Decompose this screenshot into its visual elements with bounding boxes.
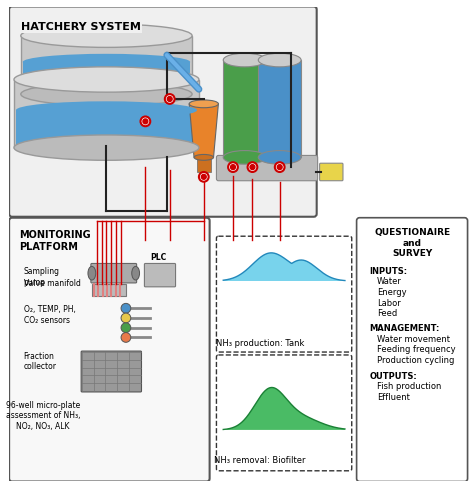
- FancyBboxPatch shape: [319, 163, 343, 181]
- Polygon shape: [14, 80, 199, 148]
- Text: O₂, TEMP, PH,
CO₂ sensors: O₂, TEMP, PH, CO₂ sensors: [24, 305, 75, 325]
- Circle shape: [199, 172, 209, 182]
- FancyBboxPatch shape: [217, 355, 352, 471]
- Text: Valve manifold: Valve manifold: [24, 279, 81, 288]
- Text: INPUTS:: INPUTS:: [369, 267, 407, 276]
- Ellipse shape: [189, 100, 219, 108]
- FancyBboxPatch shape: [81, 351, 142, 392]
- FancyBboxPatch shape: [145, 264, 175, 287]
- Circle shape: [277, 164, 282, 169]
- Circle shape: [143, 119, 148, 124]
- Text: PLC: PLC: [150, 253, 166, 263]
- Polygon shape: [223, 60, 266, 157]
- Text: Effluent: Effluent: [377, 393, 410, 402]
- Ellipse shape: [16, 102, 197, 119]
- Text: 96-well micro-plate
assessment of NH₃,
NO₂, NO₃, ALK: 96-well micro-plate assessment of NH₃, N…: [6, 401, 81, 430]
- FancyBboxPatch shape: [217, 155, 318, 181]
- FancyBboxPatch shape: [9, 218, 210, 482]
- Circle shape: [228, 162, 238, 172]
- Text: Feed: Feed: [377, 309, 397, 318]
- Text: MONITORING
PLATFORM: MONITORING PLATFORM: [19, 230, 91, 252]
- Polygon shape: [23, 62, 190, 94]
- Text: Feeding frequency: Feeding frequency: [377, 345, 456, 354]
- Polygon shape: [21, 36, 192, 94]
- FancyBboxPatch shape: [217, 236, 352, 352]
- Text: Sampling
pump: Sampling pump: [24, 267, 60, 287]
- Ellipse shape: [21, 24, 192, 47]
- Circle shape: [247, 162, 257, 172]
- Ellipse shape: [88, 266, 96, 280]
- Circle shape: [250, 164, 255, 169]
- Polygon shape: [258, 60, 301, 157]
- Text: Production cycling: Production cycling: [377, 356, 455, 365]
- Circle shape: [140, 117, 150, 126]
- Ellipse shape: [258, 53, 301, 67]
- Text: Fish production: Fish production: [377, 382, 441, 391]
- Text: NH₃ production: Tank: NH₃ production: Tank: [216, 339, 304, 348]
- Circle shape: [121, 333, 131, 342]
- Ellipse shape: [223, 151, 266, 164]
- FancyBboxPatch shape: [91, 264, 137, 283]
- Circle shape: [167, 97, 172, 102]
- Text: Fraction
collector: Fraction collector: [24, 352, 57, 371]
- Circle shape: [121, 323, 131, 333]
- Polygon shape: [16, 110, 197, 148]
- Circle shape: [121, 304, 131, 313]
- Text: Energy: Energy: [377, 288, 407, 297]
- Text: HATCHERY SYSTEM: HATCHERY SYSTEM: [21, 22, 141, 32]
- Circle shape: [275, 162, 284, 172]
- Ellipse shape: [23, 54, 190, 70]
- Ellipse shape: [21, 82, 192, 106]
- Ellipse shape: [132, 266, 139, 280]
- Ellipse shape: [258, 151, 301, 164]
- Text: Labor: Labor: [377, 299, 401, 307]
- Text: OUTPUTS:: OUTPUTS:: [369, 371, 417, 381]
- Circle shape: [165, 94, 174, 104]
- Text: QUESTIONAIRE
and
SURVEY: QUESTIONAIRE and SURVEY: [374, 228, 450, 258]
- Text: Water movement: Water movement: [377, 334, 450, 344]
- Text: NH₃ removal: Biofilter: NH₃ removal: Biofilter: [215, 456, 306, 465]
- FancyBboxPatch shape: [9, 6, 317, 217]
- FancyBboxPatch shape: [92, 284, 126, 296]
- Circle shape: [230, 164, 236, 169]
- FancyBboxPatch shape: [356, 218, 467, 482]
- Ellipse shape: [194, 155, 213, 160]
- Text: Water: Water: [377, 277, 402, 286]
- Text: MANAGEMENT:: MANAGEMENT:: [369, 324, 439, 333]
- Ellipse shape: [223, 53, 266, 67]
- Ellipse shape: [14, 135, 199, 160]
- Polygon shape: [197, 157, 210, 172]
- Circle shape: [201, 174, 206, 179]
- Ellipse shape: [14, 67, 199, 92]
- Polygon shape: [189, 104, 219, 157]
- Circle shape: [121, 313, 131, 323]
